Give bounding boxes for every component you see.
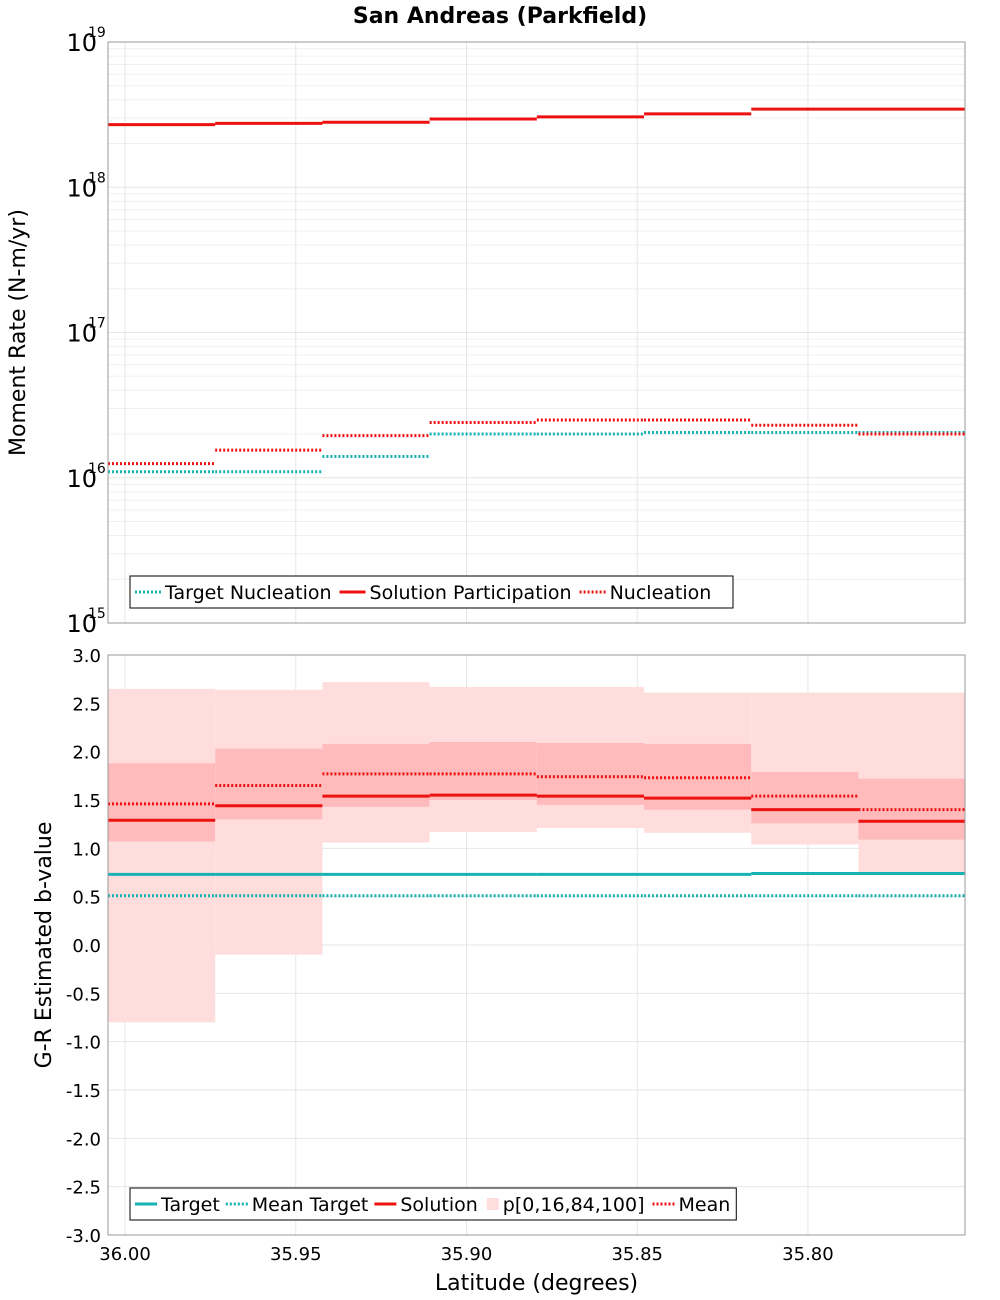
y-tick-label: -1.0: [66, 1033, 101, 1054]
legend-entry: Nucleation: [610, 582, 712, 604]
legend-entry: p[0,16,84,100]: [503, 1194, 645, 1216]
percentile-band: [108, 682, 965, 1023]
y-tick-label-base: 10: [66, 174, 97, 202]
y-tick-label: -2.5: [66, 1178, 101, 1199]
chart-title: San Andreas (Parkfield): [353, 4, 647, 29]
y-tick-label-base: 10: [66, 320, 97, 348]
band-inner-segment: [536, 742, 645, 805]
plot-frame: [107, 41, 966, 624]
legend-entry: Target Nucleation: [164, 582, 332, 604]
x-tick-label: 35.90: [441, 1244, 493, 1265]
band-outer-segment: [215, 689, 323, 955]
series-mean: [108, 772, 965, 812]
legend-swatch: [486, 1198, 499, 1210]
series-nucleation: [108, 418, 965, 466]
y-tick-label: -2.0: [66, 1129, 101, 1150]
legend-box: [129, 575, 734, 609]
y-tick-label: 1.0: [72, 839, 101, 860]
y-tick-label: 2.5: [72, 694, 101, 715]
y-tick-label-base: 10: [66, 610, 97, 638]
band-outer-segment: [108, 688, 216, 1023]
x-tick-label: 36.00: [99, 1244, 151, 1265]
y-axis-label: G-R Estimated b-value: [32, 822, 57, 1069]
legend-entry: Mean: [679, 1194, 731, 1216]
x-tick-label: 35.80: [782, 1244, 834, 1265]
y-tick-label-exponent: 19: [88, 25, 106, 41]
y-tick-label-exponent: 15: [88, 606, 106, 622]
y-tick-label: 0.5: [72, 888, 101, 909]
legend: Target Nucleation Solution Participation N…: [129, 575, 734, 609]
x-tick-label: 35.95: [270, 1244, 322, 1265]
legend: Target Mean Target Solution p[0,16,84,100] M…: [129, 1187, 737, 1221]
y-tick-label-exponent: 17: [88, 316, 106, 332]
x-tick-label: 35.85: [611, 1244, 663, 1265]
legend-entry: Solution: [400, 1194, 477, 1216]
y-tick-label: -3.0: [66, 1226, 101, 1247]
series-target: [108, 871, 965, 876]
y-tick-label-exponent: 18: [88, 170, 106, 186]
plot-frame: [107, 654, 966, 1236]
x-axis-label: Latitude (degrees): [435, 1271, 638, 1296]
legend-entry: Target: [160, 1194, 220, 1216]
series-solution-participation: [108, 107, 965, 127]
series-target-nucleation: [108, 430, 965, 474]
y-tick-label: 0.0: [72, 936, 101, 957]
y-tick-label: 1.5: [72, 791, 101, 812]
y-tick-label: 3.0: [72, 646, 101, 667]
y-axis-label: Moment Rate (N-m/yr): [6, 209, 31, 456]
series-solution: [108, 793, 965, 823]
y-tick-label-base: 10: [66, 465, 97, 493]
y-tick-label: 2.0: [72, 743, 101, 764]
legend-entry: Mean Target: [252, 1194, 369, 1216]
y-tick-label-base: 10: [66, 29, 97, 57]
y-tick-label: -1.5: [66, 1081, 101, 1102]
y-tick-label: -0.5: [66, 984, 101, 1005]
y-tick-label-exponent: 16: [88, 461, 106, 477]
band-inner-segment: [429, 742, 537, 800]
legend-entry: Solution Participation: [370, 582, 572, 604]
b-value-panel: -3.0 -2.5 -2.0 -1.5 -1.0 -0.5 0.0 0.5 1.0 1.5 2.0 2…: [32, 646, 966, 1296]
